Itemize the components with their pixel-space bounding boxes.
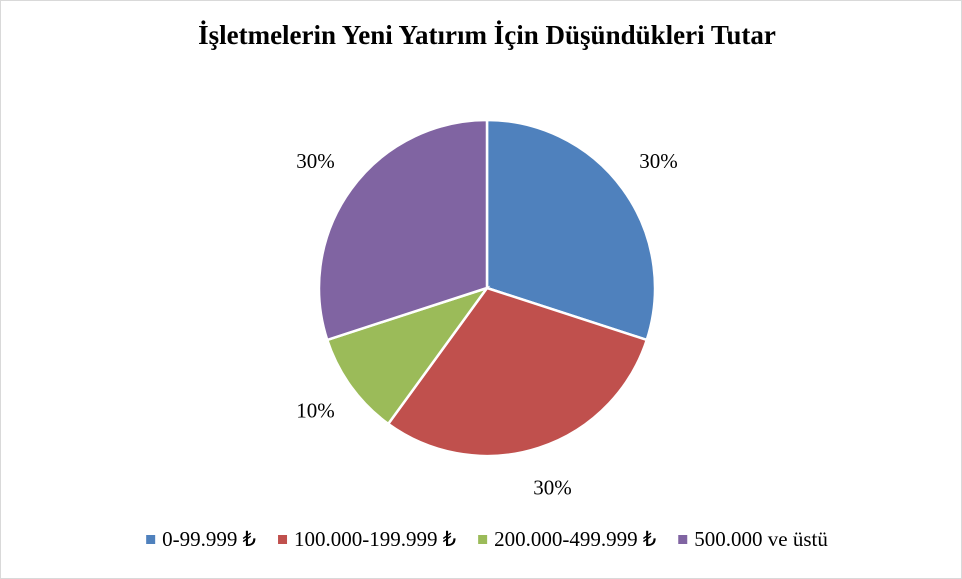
legend-label: 200.000-499.999 ₺ <box>494 527 656 551</box>
chart-title: İşletmelerin Yeni Yatırım İçin Düşündükl… <box>198 20 776 50</box>
legend-label: 0-99.999 ₺ <box>162 527 256 551</box>
data-label: 30% <box>533 475 572 499</box>
legend-swatch <box>146 535 156 544</box>
legend-swatch <box>478 535 488 544</box>
legend-label: 100.000-199.999 ₺ <box>294 527 456 551</box>
legend-swatch <box>678 535 688 544</box>
pie-slice <box>325 285 491 426</box>
pie-slice <box>386 286 649 458</box>
legend-swatch <box>278 535 288 544</box>
legend-label: 500.000 ve üstü <box>694 527 828 551</box>
pie-slice <box>485 118 657 342</box>
pie-slice <box>317 118 489 342</box>
data-label: 10% <box>296 398 335 422</box>
data-label: 30% <box>296 149 335 173</box>
data-label: 30% <box>639 149 678 173</box>
